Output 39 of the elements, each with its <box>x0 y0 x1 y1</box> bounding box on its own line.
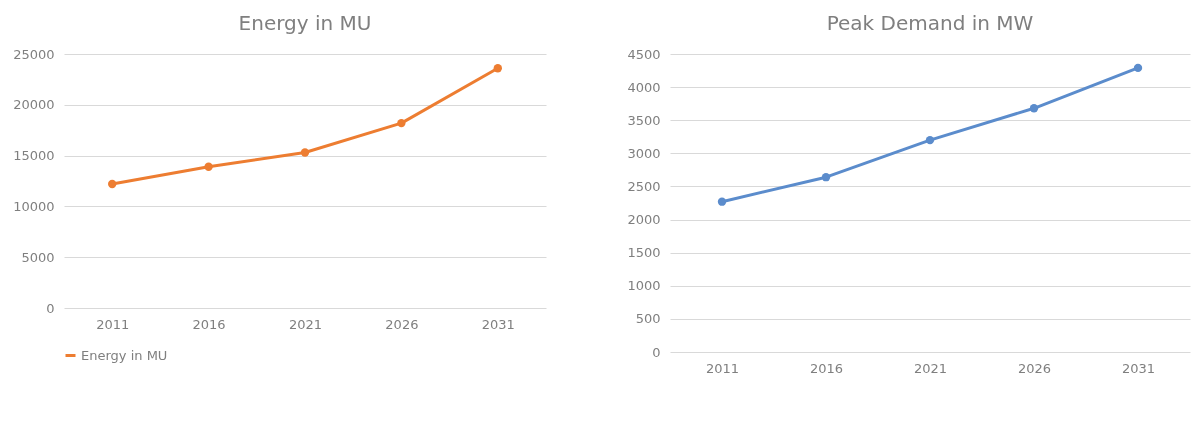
legend-label: Energy in MU <box>81 347 168 363</box>
y-tick-label: 4000 <box>627 79 661 95</box>
y-tick-label: 2500 <box>627 178 661 194</box>
point <box>1029 104 1039 113</box>
y-tick-label: 5000 <box>21 249 55 265</box>
chart-title: Peak Demand in MW <box>826 11 1034 35</box>
y-tick-label: 25000 <box>13 46 55 62</box>
y-tick-label: 10000 <box>13 198 55 214</box>
x-tick-label: 2026 <box>385 316 419 332</box>
x-tick-label: 2026 <box>1017 360 1052 376</box>
point <box>1133 63 1143 73</box>
x-tick-label: 2021 <box>913 360 948 376</box>
y-tick-label: 3500 <box>627 112 661 128</box>
x-tick-label: 2031 <box>1121 360 1156 376</box>
point <box>397 118 406 128</box>
y-tick-label: 15000 <box>13 148 55 164</box>
point <box>925 135 935 145</box>
y-tick-label: 2000 <box>627 212 661 228</box>
point <box>821 173 831 182</box>
y-tick-label: 4500 <box>627 46 661 62</box>
x-tick-label: 2016 <box>809 360 844 376</box>
point <box>717 197 727 206</box>
chart-title: Energy in MU <box>238 11 372 35</box>
y-tick-label: 0 <box>46 300 55 316</box>
y-tick-label: 20000 <box>13 97 55 113</box>
y-tick-label: 0 <box>652 344 661 360</box>
point <box>300 148 310 157</box>
y-tick-label: 1500 <box>627 245 661 261</box>
x-tick-label: 2011 <box>96 316 130 332</box>
y-tick-label: 500 <box>635 311 661 327</box>
point <box>493 64 502 73</box>
x-tick-label: 2031 <box>481 316 515 332</box>
x-tick-label: 2011 <box>705 360 740 376</box>
point <box>204 162 213 171</box>
x-tick-label: 2021 <box>288 316 323 332</box>
x-tick-label: 2016 <box>192 316 226 332</box>
y-tick-label: 1000 <box>627 278 661 294</box>
y-tick-label: 3000 <box>627 145 661 161</box>
point <box>108 179 117 189</box>
